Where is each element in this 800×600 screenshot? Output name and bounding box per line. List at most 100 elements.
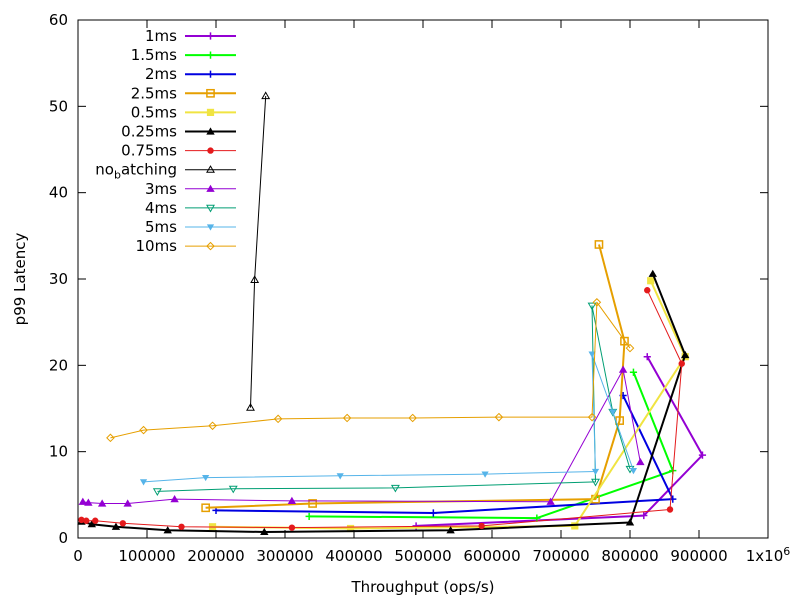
data-point-0-75ms-8 <box>678 360 685 367</box>
data-point-0-75ms-4 <box>178 523 185 530</box>
data-point-0-75ms-1 <box>83 517 90 524</box>
series-layer <box>77 91 707 536</box>
data-point-3ms-0 <box>78 497 88 505</box>
data-point-5ms-5 <box>588 351 596 358</box>
data-point-3ms-5 <box>287 496 297 504</box>
series-5ms <box>139 351 638 486</box>
data-point-no-batching-2 <box>261 91 271 100</box>
x-tick-label: 100000 <box>118 547 175 565</box>
data-point-0-25ms-2 <box>111 522 121 530</box>
series-line-1-5ms <box>309 371 674 520</box>
data-point-1-5ms-3 <box>629 368 638 376</box>
series-line-1ms <box>416 356 704 527</box>
x-tick-label: 1x106 <box>746 545 791 565</box>
legend-entry-no-batching: nobatching <box>95 161 236 182</box>
ticks-layer: 0 100000 200000 300000 400000 500000 600000 700… <box>49 11 790 565</box>
legend-marker <box>206 184 215 192</box>
data-point-0-75ms-3 <box>119 520 127 527</box>
data-point-2-5ms-1 <box>308 499 317 508</box>
legend-entry-5ms: 5ms <box>145 218 236 236</box>
legend-entry-2-5ms: 2.5ms <box>131 84 236 102</box>
data-point-0-5ms-1 <box>346 524 355 533</box>
data-point-0-75ms-0 <box>78 516 85 524</box>
y-tick-label: 30 <box>49 270 68 288</box>
legend-entry-0-5ms: 0.5ms <box>131 103 236 121</box>
data-point-no-batching-1 <box>250 275 260 283</box>
legend-label: 0.75ms <box>121 142 177 160</box>
data-point-0-25ms-4 <box>260 527 269 536</box>
series-line-10ms <box>110 301 631 439</box>
y-tick-label: 20 <box>49 356 68 374</box>
data-point-4ms-2 <box>390 484 400 493</box>
series-0-25ms <box>77 269 690 536</box>
data-point-1ms-3 <box>643 353 651 361</box>
legend-entry-4ms: 4ms <box>145 199 236 217</box>
series-line-no-batching <box>250 95 267 408</box>
legend-marker <box>206 241 215 251</box>
x-tick-label: 800000 <box>601 547 658 565</box>
data-point-3ms-1 <box>84 498 93 506</box>
data-point-5ms-2 <box>336 473 344 480</box>
series-line-2-5ms <box>205 244 626 509</box>
data-point-2-5ms-5 <box>594 240 604 249</box>
series-1-5ms <box>305 368 677 522</box>
data-point-0-75ms-7 <box>666 506 674 513</box>
legend-label: 0.25ms <box>121 123 177 141</box>
legend-marker <box>206 224 215 231</box>
legend-label: 2ms <box>145 65 177 83</box>
legend-label: 5ms <box>145 218 177 236</box>
legend-marker <box>206 204 215 213</box>
data-point-0-75ms-5 <box>288 524 296 531</box>
legend-label: 1ms <box>145 27 177 45</box>
data-point-0-25ms-8 <box>648 269 657 277</box>
series-10ms <box>106 298 635 443</box>
data-point-0-25ms-7 <box>681 350 690 359</box>
legend-entry-0-75ms: 0.75ms <box>121 142 236 160</box>
data-point-2-5ms-4 <box>620 336 629 346</box>
x-tick-label: 400000 <box>325 547 382 565</box>
legend-label: 1.5ms <box>131 46 177 64</box>
data-point-2ms-1 <box>429 509 437 517</box>
data-point-4ms-1 <box>228 485 238 494</box>
data-point-0-75ms-6 <box>478 522 485 530</box>
y-tick-label: 50 <box>49 97 68 115</box>
data-point-10ms-0 <box>106 433 115 443</box>
data-point-1ms-1 <box>640 511 648 520</box>
data-point-2-5ms-0 <box>201 503 211 513</box>
data-point-5ms-7 <box>629 468 638 475</box>
data-point-10ms-3 <box>273 414 283 424</box>
x-tick-label: 600000 <box>463 547 520 565</box>
y-axis-label: p99 Latency <box>11 233 29 326</box>
y-tick-label: 60 <box>49 11 68 29</box>
data-point-5ms-1 <box>202 474 210 482</box>
legend-entry-0-25ms: 0.25ms <box>121 123 236 141</box>
data-point-10ms-8 <box>592 298 602 307</box>
series-no-batching <box>246 91 271 411</box>
data-point-5ms-4 <box>591 468 600 476</box>
x-tick-label: 200000 <box>187 547 244 565</box>
data-point-10ms-6 <box>494 412 504 422</box>
data-point-0-25ms-1 <box>87 520 96 528</box>
y-tick-label: 40 <box>49 184 68 202</box>
legend-marker <box>207 147 214 154</box>
data-point-0-25ms-5 <box>446 526 455 534</box>
series-line-0-75ms <box>81 289 683 529</box>
data-point-1-5ms-0 <box>305 512 313 521</box>
legend-marker <box>206 88 215 98</box>
data-point-10ms-7 <box>587 412 597 422</box>
legend-marker <box>206 108 215 116</box>
legend-marker <box>206 70 215 78</box>
data-point-0-5ms-2 <box>571 522 579 530</box>
legend-marker <box>206 127 215 135</box>
data-point-4ms-0 <box>152 488 162 496</box>
data-point-4ms-3 <box>591 478 600 487</box>
data-point-10ms-9 <box>625 343 635 353</box>
x-tick-label: 500000 <box>394 547 451 565</box>
data-point-3ms-6 <box>546 497 555 505</box>
legend-label: nobatching <box>95 161 177 182</box>
series-line-2ms <box>215 395 674 514</box>
data-point-10ms-1 <box>139 425 148 435</box>
